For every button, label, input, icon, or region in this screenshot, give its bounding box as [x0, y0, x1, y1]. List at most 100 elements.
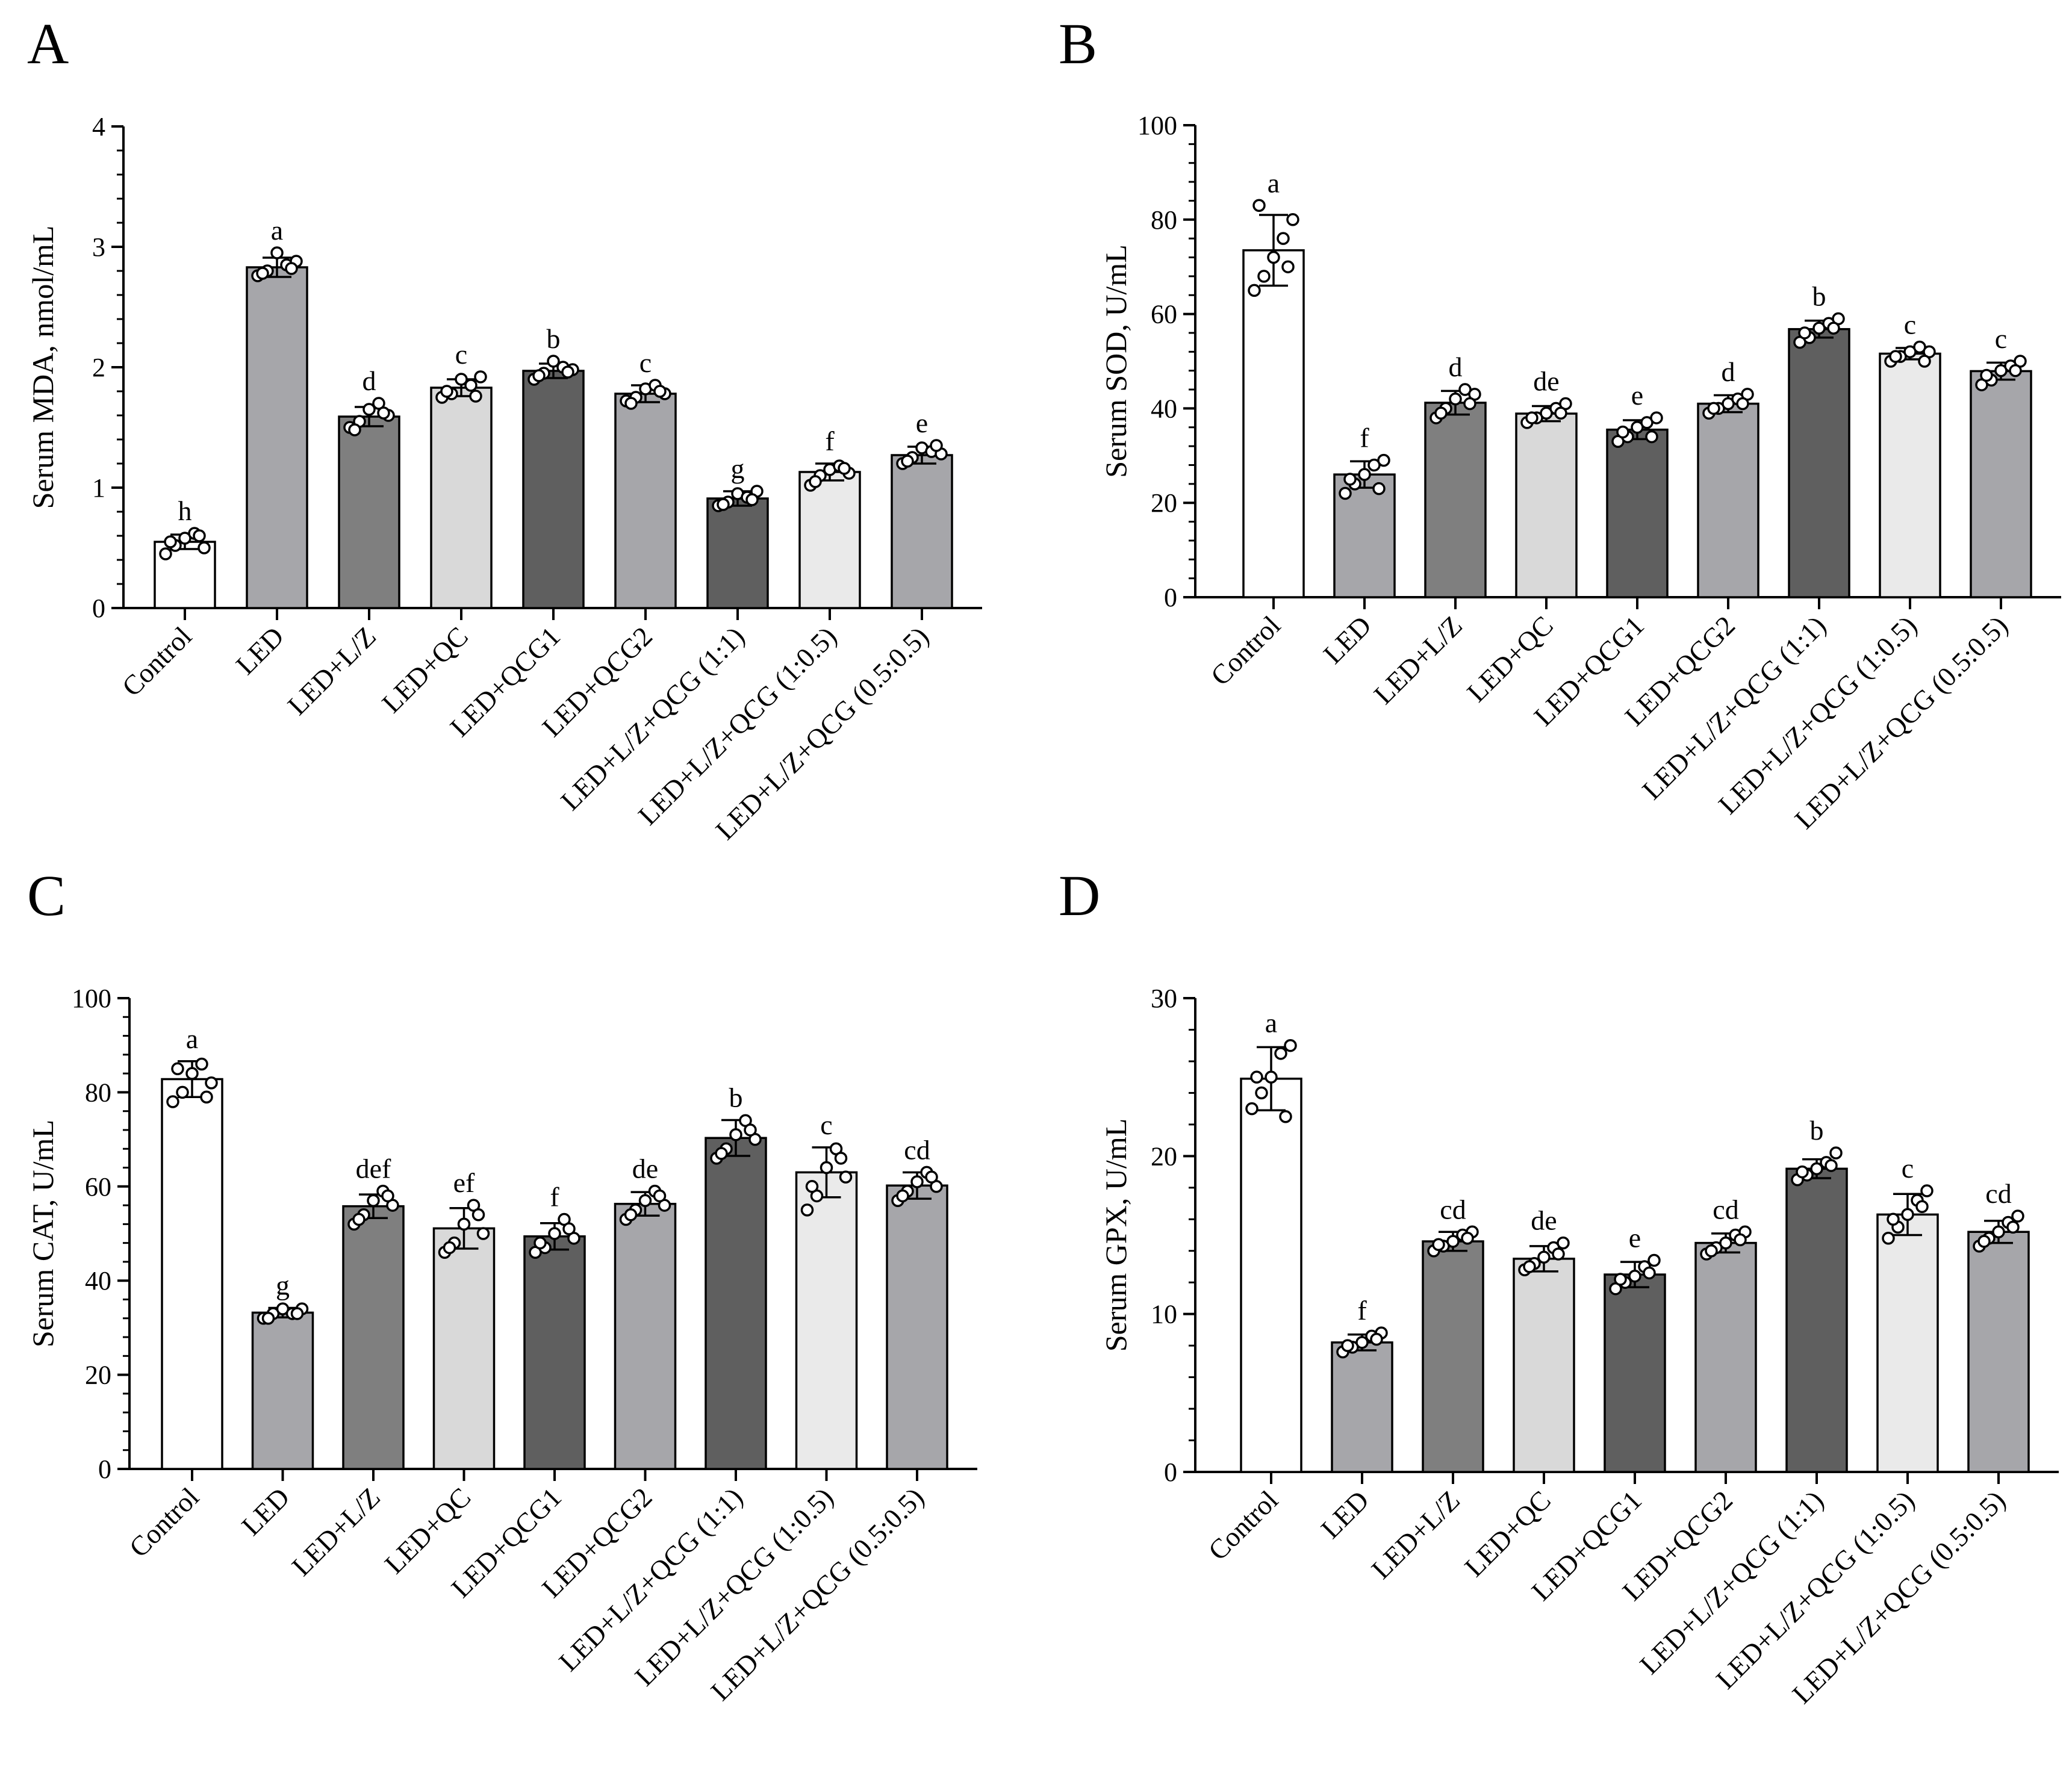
bar-1	[1242, 249, 1305, 598]
data-point	[717, 498, 730, 511]
data-point	[1554, 406, 1567, 420]
significance-label-8: f	[825, 426, 835, 456]
significance-label-5: e	[1629, 1222, 1641, 1253]
data-point	[195, 1057, 208, 1071]
data-point	[1882, 1231, 1895, 1245]
data-point	[1920, 1184, 1934, 1197]
significance-label-6: d	[1722, 356, 1735, 387]
data-point	[1284, 1038, 1297, 1052]
data-point	[352, 1212, 366, 1226]
data-point	[185, 1067, 199, 1080]
bar-2	[251, 1311, 314, 1470]
data-point	[1552, 1247, 1565, 1261]
bar-3	[342, 1205, 405, 1470]
bar-7	[1788, 328, 1850, 598]
significance-label-1: a	[186, 1023, 198, 1054]
y-axis-title: Serum SOD, U/mL	[1099, 244, 1133, 478]
category-label-1: Control	[116, 621, 198, 702]
data-point	[925, 1170, 938, 1184]
data-point	[1736, 397, 1749, 411]
bar-6	[614, 393, 677, 609]
data-point	[476, 1227, 490, 1240]
panel-a: A 0 1 2 3 4 Serum MDA, nmol/mL h Control a LED d LED…	[26, 11, 982, 846]
significance-label-5: e	[1631, 380, 1643, 411]
y-tick-label: 60	[85, 1172, 111, 1202]
data-point	[1980, 368, 1993, 382]
data-point	[532, 369, 546, 382]
bar-8	[795, 1171, 858, 1470]
data-point	[1461, 1231, 1474, 1245]
data-point	[261, 1312, 275, 1325]
data-point	[1339, 486, 1352, 500]
y-tick-label: 100	[1137, 111, 1177, 140]
y-tick-label: 20	[1151, 488, 1177, 518]
data-point	[1434, 406, 1448, 420]
data-point	[2006, 1220, 2020, 1234]
bar-8	[798, 471, 861, 609]
category-label-7: LED+L/Z+QCG (1:1)	[555, 621, 750, 816]
significance-label-7: b	[1812, 281, 1826, 311]
category-label-1: Control	[1202, 1485, 1284, 1566]
data-point	[362, 403, 376, 416]
significance-label-3: cd	[1440, 1194, 1466, 1225]
data-point	[1992, 1225, 2005, 1239]
data-point	[547, 355, 560, 368]
data-point	[1446, 1235, 1460, 1248]
bar-6	[1694, 1241, 1757, 1473]
significance-label-8: c	[1902, 1153, 1914, 1184]
significance-label-4: c	[455, 339, 467, 370]
data-point	[638, 1194, 652, 1208]
significance-label-3: def	[356, 1153, 391, 1184]
data-point	[561, 365, 574, 379]
category-label-2: LED	[230, 621, 290, 680]
data-point	[729, 1128, 742, 1141]
bar-6	[1697, 402, 1759, 598]
data-point	[1647, 1253, 1661, 1267]
data-point	[471, 1208, 485, 1222]
data-point	[198, 541, 211, 554]
data-point	[1277, 232, 1290, 245]
data-point	[1628, 1269, 1641, 1283]
data-point	[164, 535, 177, 548]
data-point	[910, 1175, 924, 1188]
significance-label-6: cd	[1713, 1194, 1738, 1225]
bar-2	[1331, 1341, 1393, 1473]
significance-label-9: e	[916, 408, 928, 438]
significance-label-2: f	[1357, 1295, 1367, 1326]
data-point	[624, 397, 638, 410]
significance-label-5: b	[547, 323, 561, 354]
significance-label-2: a	[271, 215, 283, 246]
data-point	[901, 455, 914, 468]
significance-label-3: d	[1449, 352, 1463, 382]
bar-3	[1424, 402, 1487, 598]
data-point	[1341, 1339, 1354, 1352]
significance-label-4: ef	[453, 1167, 475, 1198]
bar-5	[1606, 428, 1669, 598]
significance-label-3: d	[362, 365, 376, 396]
data-point	[474, 370, 487, 383]
data-point	[1255, 1086, 1268, 1100]
bar-7	[706, 497, 769, 609]
data-point	[1537, 1250, 1551, 1264]
category-label-3: LED+L/Z	[282, 621, 382, 721]
bar-2	[246, 266, 308, 609]
category-label-2: LED	[1318, 610, 1377, 669]
data-point	[176, 1085, 189, 1099]
bar-3	[338, 415, 400, 609]
category-label-2: LED	[1315, 1485, 1375, 1544]
data-point	[381, 1189, 394, 1203]
significance-label-1: a	[1268, 167, 1280, 198]
category-label-3: LED+L/Z	[286, 1482, 386, 1582]
data-point	[200, 1090, 213, 1104]
y-tick-label: 40	[1151, 394, 1177, 423]
data-point	[1248, 284, 1261, 297]
data-point	[1286, 213, 1299, 226]
data-point	[838, 462, 851, 475]
panel-letter: D	[1059, 863, 1100, 928]
data-point	[256, 267, 269, 280]
data-point	[1432, 1238, 1445, 1251]
data-point	[1645, 430, 1658, 444]
data-point	[443, 1241, 456, 1255]
data-point	[534, 1236, 547, 1250]
data-point	[1257, 270, 1271, 283]
